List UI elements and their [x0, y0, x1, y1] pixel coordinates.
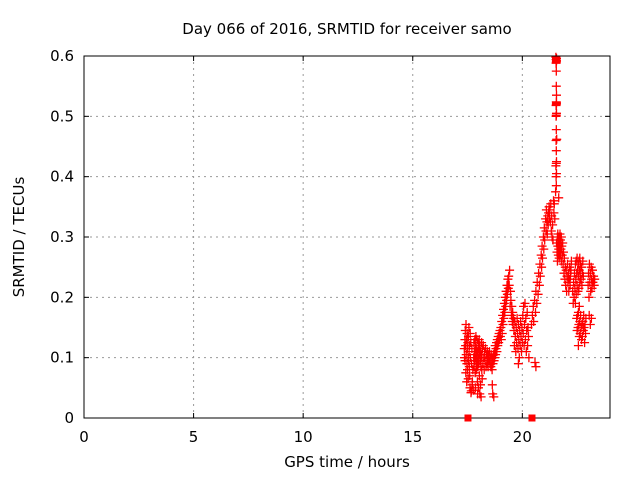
scatter-points-path: [459, 52, 600, 402]
x-tick-label: 0: [79, 428, 89, 446]
tick-labels: 0 5 10 15 20 0 0.1 0.2 0.3 0.4 0.5 0.6: [50, 47, 532, 446]
y-tick-label: 0: [64, 409, 74, 427]
x-tick-label: 15: [403, 428, 422, 446]
x-tick-label: 20: [513, 428, 532, 446]
y-tick-label: 0.2: [50, 288, 74, 306]
y-tick-label: 0.3: [50, 228, 74, 246]
data-points: [459, 52, 600, 402]
zero-square-marker: [528, 414, 536, 422]
zero-value-markers: [464, 414, 536, 422]
y-tick-label: 0.1: [50, 349, 74, 367]
x-tick-label: 10: [294, 428, 313, 446]
zero-square-marker: [464, 414, 472, 422]
y-axis-label: SRMTID / TECUs: [10, 177, 28, 298]
y-tick-label: 0.5: [50, 107, 74, 125]
x-axis-label: GPS time / hours: [284, 453, 410, 471]
plot-border: [83, 55, 611, 419]
y-tick-label: 0.6: [50, 47, 74, 65]
y-tick-label: 0.4: [50, 168, 74, 186]
gridlines: [84, 56, 610, 418]
x-tick-label: 5: [189, 428, 199, 446]
chart-title: Day 066 of 2016, SRMTID for receiver sam…: [182, 20, 511, 38]
